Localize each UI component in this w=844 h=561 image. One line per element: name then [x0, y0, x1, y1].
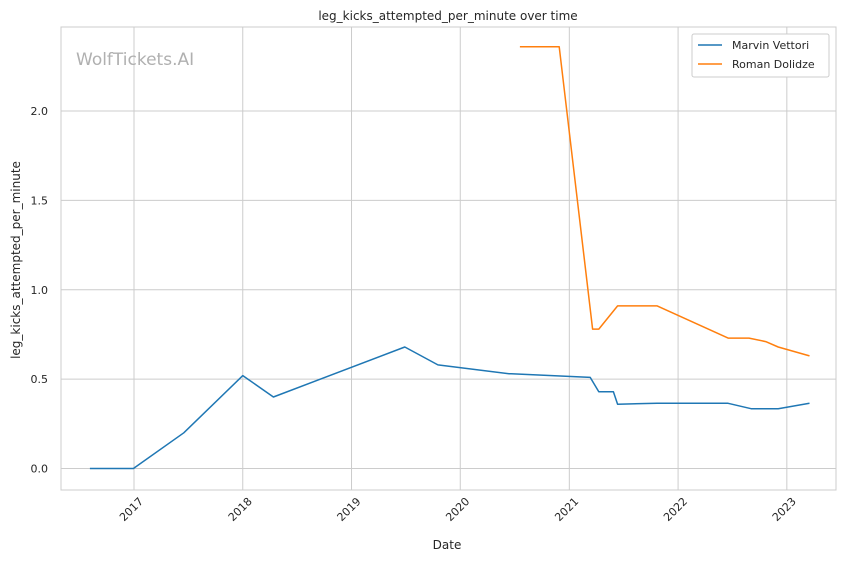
series-line-0: [89, 346, 810, 470]
legend: Marvin Vettori Roman Dolidze: [691, 33, 830, 78]
x-axis-label: Date: [433, 538, 462, 552]
legend-label-0: Marvin Vettori: [732, 39, 809, 52]
y-tick-label: 2.0: [31, 105, 49, 118]
y-tick-labels: 0.0 0.5 1.0 1.5 2.0: [31, 105, 49, 476]
legend-box: [691, 33, 830, 78]
series-lines: [89, 45, 810, 470]
plot-frame: [60, 26, 837, 491]
series-line-1: [519, 45, 810, 357]
watermark-text: WolfTickets.AI: [76, 50, 194, 70]
y-tick-label: 1.0: [31, 284, 49, 297]
y-tick-label: 0.0: [31, 463, 49, 476]
y-tick-label: 1.5: [31, 194, 49, 207]
plot-area: [61, 27, 836, 490]
y-axis-label: leg_kicks_attempted_per_minute: [9, 161, 23, 359]
y-tick-label: 0.5: [31, 373, 49, 386]
chart-title: leg_kicks_attempted_per_minute over time: [318, 9, 577, 23]
grid-lines: [61, 27, 836, 490]
legend-label-1: Roman Dolidze: [732, 58, 815, 71]
